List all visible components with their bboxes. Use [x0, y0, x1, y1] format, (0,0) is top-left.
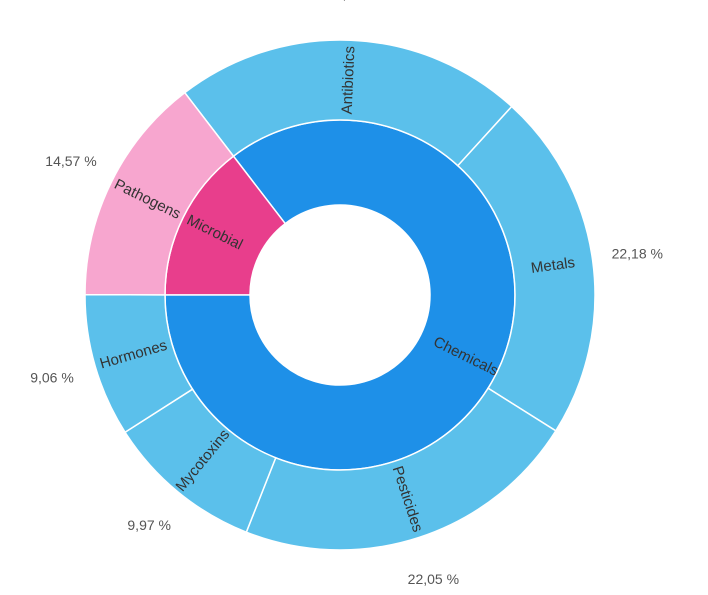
percent-label-mycotoxins: 9,97 % [127, 517, 171, 533]
percent-label-metals: 22,18 % [612, 245, 663, 261]
percent-label-pathogens: 14,57 % [45, 153, 96, 169]
outer-label-antibiotics: Antibiotics [339, 46, 359, 115]
percent-label-antibiotics: 22,18 % [327, 0, 378, 2]
percent-label-hormones: 9,06 % [30, 370, 74, 386]
chart-svg: ChemicalsMicrobialAntibiotics22,18 %Meta… [0, 0, 708, 595]
percent-label-pesticides: 22,05 % [408, 571, 459, 587]
donut-chart: ChemicalsMicrobialAntibiotics22,18 %Meta… [0, 0, 708, 595]
